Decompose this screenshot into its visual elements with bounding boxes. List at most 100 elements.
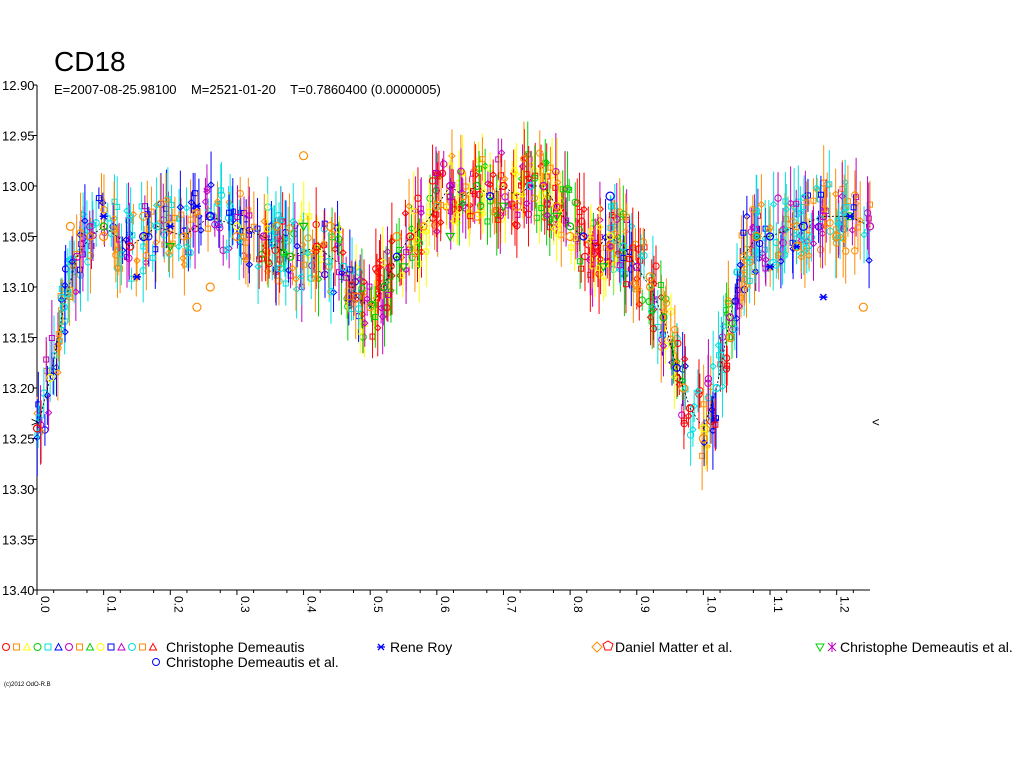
observation-point <box>810 197 817 204</box>
observation-point <box>411 249 419 258</box>
y-tick-label: 13.20 <box>2 381 35 396</box>
observation-point <box>458 199 467 207</box>
series-point <box>459 192 468 201</box>
observation-point <box>489 171 497 179</box>
observation-point <box>712 421 719 428</box>
observation-point <box>835 220 843 228</box>
observation-point <box>242 255 250 264</box>
observation-point <box>576 208 583 215</box>
observation-point <box>234 213 241 220</box>
series-point <box>566 222 575 231</box>
observation-point <box>378 312 387 321</box>
series-point <box>398 263 409 273</box>
observation-point <box>152 201 161 210</box>
series-point <box>298 222 309 232</box>
observation-point <box>854 224 861 231</box>
observation-point <box>659 331 667 340</box>
observation-point <box>372 314 379 321</box>
observation-point <box>519 180 527 188</box>
x-tick-label: 0.7 <box>504 596 518 613</box>
observation-point <box>865 256 873 265</box>
series-point <box>798 221 808 231</box>
observation-point <box>736 261 744 269</box>
x-tick-label: 1.1 <box>771 596 785 613</box>
series-point <box>598 263 609 273</box>
observation-point <box>335 235 343 243</box>
observation-point <box>743 212 751 221</box>
observation-point <box>280 248 287 255</box>
observation-point <box>700 401 707 408</box>
y-tick-label: 13.35 <box>2 533 35 548</box>
series-point <box>432 201 442 211</box>
observation-point <box>782 198 789 205</box>
observation-point <box>179 254 187 262</box>
observation-point <box>865 215 872 222</box>
series-point <box>725 313 735 322</box>
observation-point <box>628 222 636 230</box>
observation-point <box>197 226 205 234</box>
observation-point <box>346 266 353 273</box>
observation-point <box>752 206 760 215</box>
observation-point <box>844 198 851 205</box>
observation-point <box>334 240 342 249</box>
observation-point <box>737 294 744 301</box>
chart-title: CD18 <box>54 46 126 77</box>
observation-point <box>264 258 272 266</box>
observation-point <box>279 218 286 225</box>
observation-point <box>479 210 487 218</box>
series-point <box>392 231 402 242</box>
observation-point <box>542 158 551 167</box>
observation-point <box>805 251 813 260</box>
observation-point <box>804 192 811 199</box>
series-point <box>565 231 575 242</box>
observation-point <box>498 172 505 179</box>
observation-point <box>343 274 350 281</box>
observation-point <box>384 291 391 298</box>
observation-point <box>629 244 636 251</box>
observation-point <box>299 241 307 249</box>
x-tick-label: 0.2 <box>171 596 185 613</box>
observation-point <box>285 224 294 232</box>
series-point <box>232 231 242 242</box>
observation-point <box>374 324 382 332</box>
observation-point <box>357 328 364 335</box>
observation-point <box>301 261 308 268</box>
legend-symbol <box>96 643 105 651</box>
series-point <box>752 231 762 242</box>
observation-point <box>547 164 554 171</box>
observation-point <box>600 273 607 280</box>
observation-point <box>319 240 328 248</box>
x-tick-label: 0.5 <box>371 596 385 613</box>
legend-symbol <box>152 658 160 666</box>
observation-point <box>742 282 751 290</box>
observation-point <box>797 253 805 261</box>
observation-point <box>524 210 533 218</box>
observation-point <box>571 234 578 241</box>
observation-point <box>443 203 450 210</box>
observation-point <box>58 293 66 302</box>
observation-point <box>577 217 586 225</box>
observation-point <box>812 184 821 192</box>
observation-point <box>61 265 70 273</box>
observation-point <box>662 295 670 303</box>
observation-point <box>361 319 369 327</box>
observation-point <box>571 198 579 207</box>
observation-point <box>769 258 777 267</box>
observation-point <box>164 196 171 203</box>
y-tick-label: 13.00 <box>2 179 35 194</box>
legend-label: Christophe Demeautis et al. <box>840 639 1013 655</box>
observation-point <box>826 219 834 227</box>
observation-point <box>680 355 689 363</box>
x-tick-label: 0.3 <box>238 596 252 613</box>
observation-point <box>762 255 770 264</box>
observation-point <box>609 249 617 258</box>
observation-point <box>709 426 717 435</box>
observation-point <box>289 217 297 226</box>
observation-point <box>100 228 109 237</box>
observation-point <box>649 324 658 333</box>
observation-point <box>111 226 118 233</box>
observation-point <box>69 262 76 269</box>
series-point <box>312 242 321 251</box>
observation-point <box>613 215 621 223</box>
legend-symbol <box>54 642 63 651</box>
